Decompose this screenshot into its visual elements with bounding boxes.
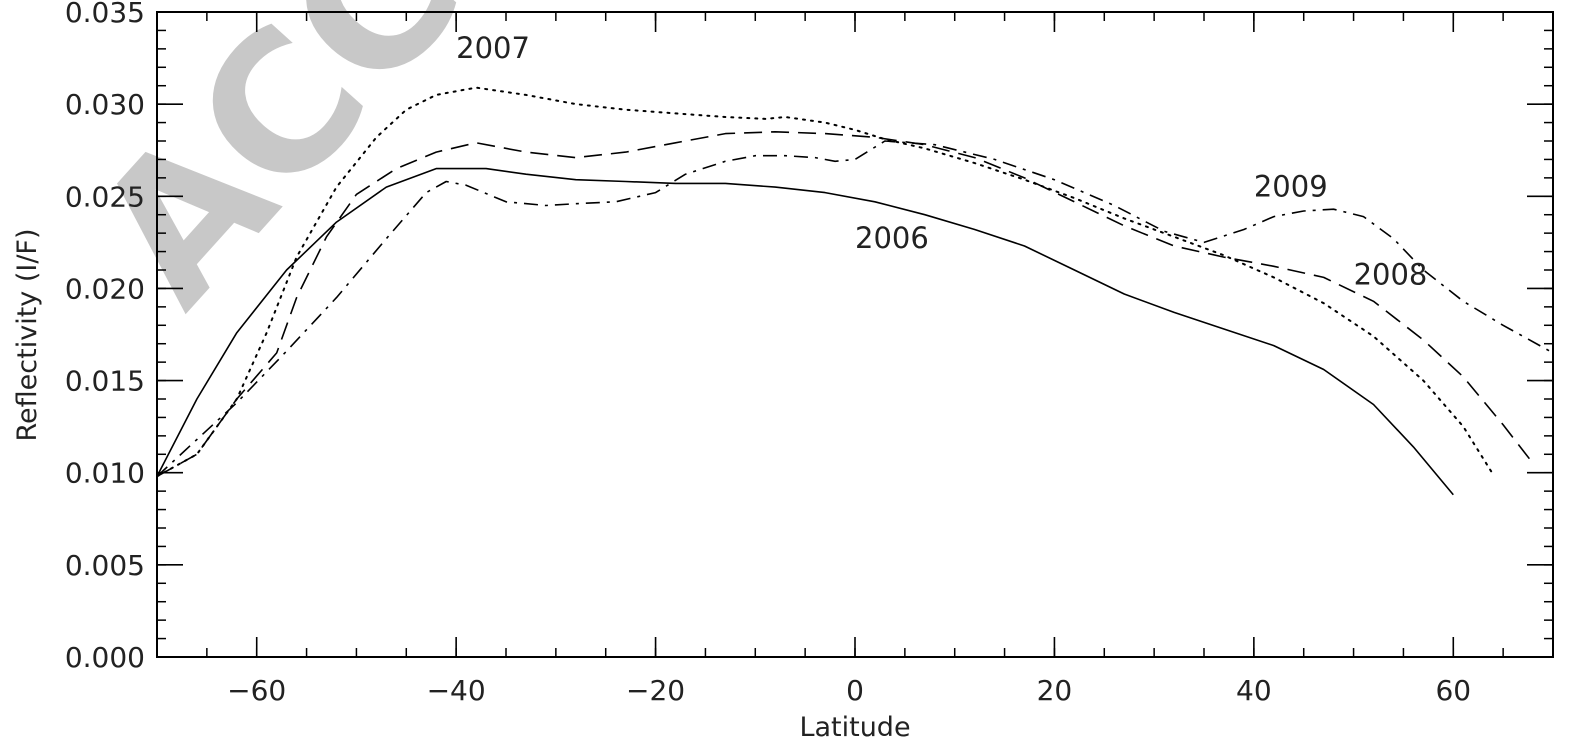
- series-label-2009: 2009: [1254, 169, 1328, 203]
- series-lines: [157, 86, 1553, 496]
- y-tick-label: 0.025: [65, 180, 145, 213]
- x-tick-label: −60: [227, 674, 286, 707]
- y-tick-label: 0.035: [65, 0, 145, 29]
- series-label-2006: 2006: [855, 221, 929, 255]
- series-line-2006: [157, 167, 1454, 496]
- plot-frame: [156, 11, 1554, 658]
- x-tick-label: 0: [846, 674, 864, 707]
- series-line-2009: [157, 140, 1553, 477]
- y-tick-label: 0.010: [65, 457, 145, 490]
- y-tick-labels: 0.000 0.005 0.010 0.015 0.020 0.025 0.030 0.035: [65, 0, 145, 674]
- y-tick-label: 0.015: [65, 365, 145, 398]
- y-tick-label: 0.005: [65, 549, 145, 582]
- y-tick-label: 0.000: [65, 641, 145, 674]
- y-axis-label: Reflectivity (I/F): [12, 229, 43, 442]
- x-tick-label: 60: [1435, 674, 1471, 707]
- series-labels: 2006 2007 2008 2009: [456, 31, 1427, 292]
- series-line-2007: [157, 86, 1495, 478]
- y-tick-label: 0.030: [65, 88, 145, 121]
- x-tick-label: 40: [1236, 674, 1272, 707]
- x-axis-label: Latitude: [799, 712, 910, 743]
- x-tick-label: −40: [427, 674, 486, 707]
- x-tick-label: 20: [1037, 674, 1073, 707]
- series-label-2007: 2007: [456, 31, 530, 65]
- x-tick-labels: −60 −40 −20 0 20 40 60: [227, 674, 1471, 707]
- series-line-2008: [157, 131, 1534, 478]
- x-tick-label: −20: [626, 674, 685, 707]
- series-label-2008: 2008: [1354, 258, 1428, 292]
- y-tick-label: 0.020: [65, 272, 145, 305]
